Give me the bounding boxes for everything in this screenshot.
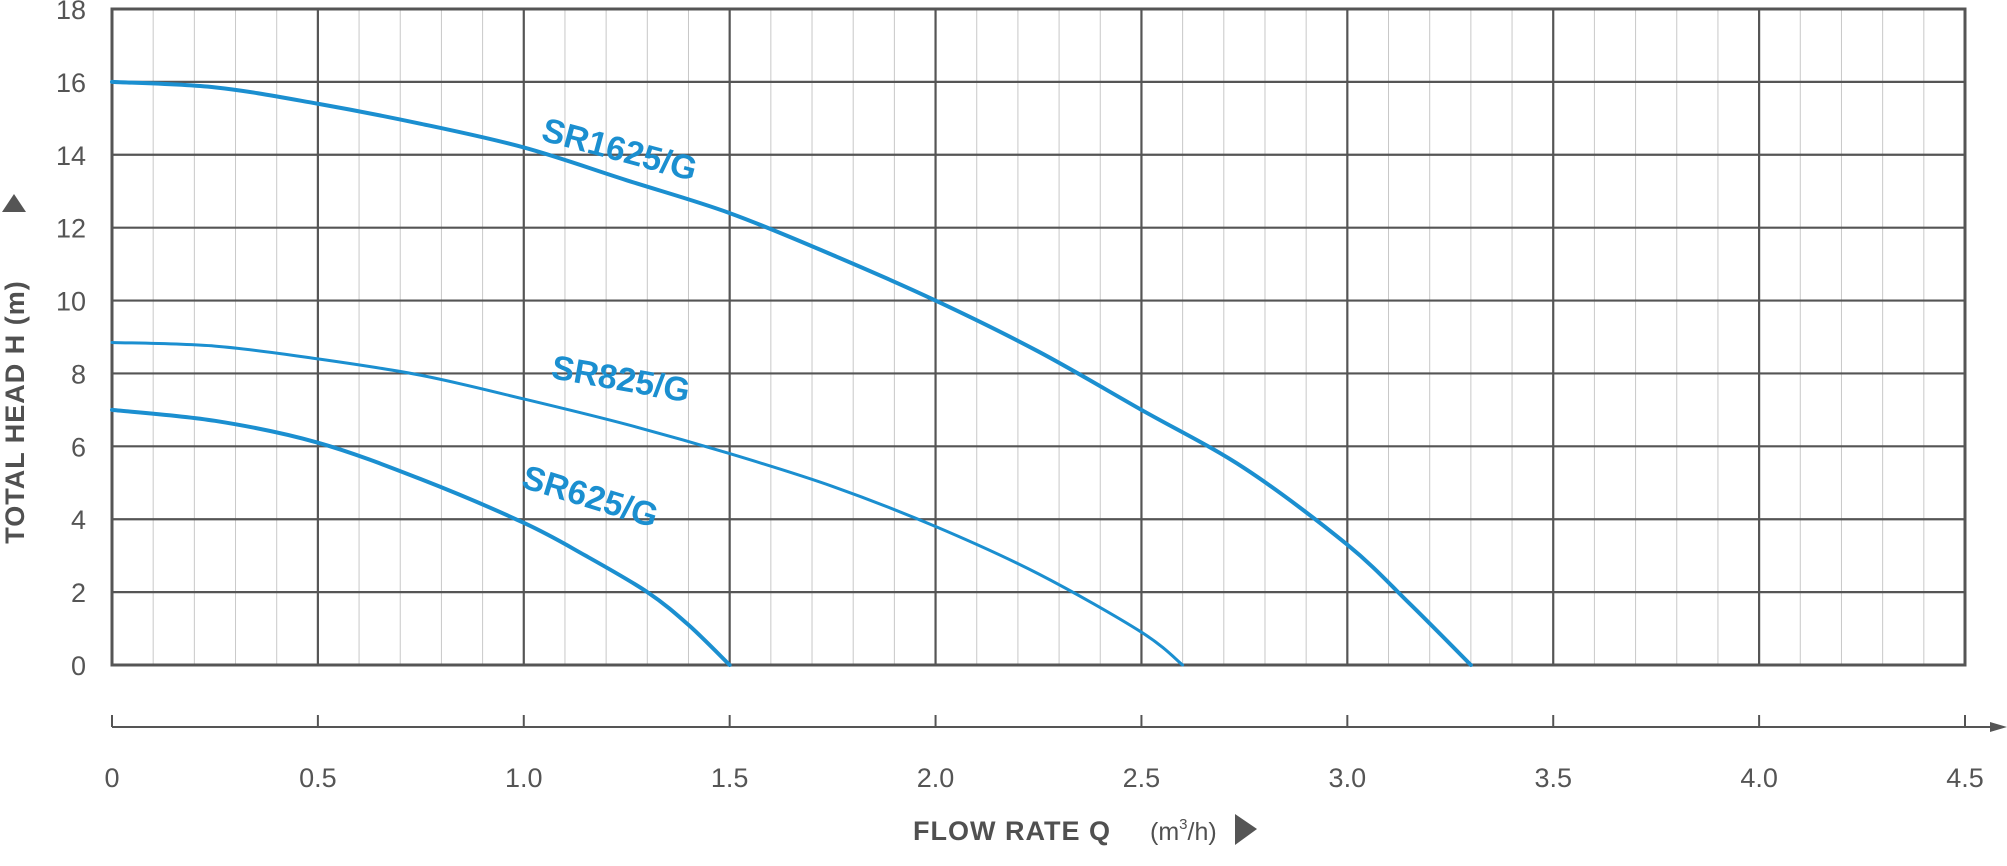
x-axis-title: FLOW RATE Q (913, 816, 1111, 846)
y-tick-label: 12 (56, 214, 86, 244)
y-tick-label: 4 (71, 505, 86, 535)
y-tick-label: 16 (56, 68, 86, 98)
y-tick-label: 8 (71, 359, 86, 389)
x-tick-label: 0 (104, 763, 119, 793)
x-axis-arrow-icon (1235, 814, 1257, 845)
y-tick-labels: 0 2 4 6 8 10 12 14 16 18 (56, 0, 86, 681)
x-tick-label: 3.5 (1534, 763, 1572, 793)
x-tick-label: 1.0 (505, 763, 543, 793)
major-grid (112, 9, 1965, 665)
x-tick-label: 1.5 (711, 763, 749, 793)
y-tick-label: 2 (71, 578, 86, 608)
x-tick-label: 4.0 (1740, 763, 1778, 793)
x-tick-label: 2.0 (917, 763, 955, 793)
minor-grid (152, 9, 1925, 665)
y-tick-label: 10 (56, 287, 86, 317)
plot-frame (110, 7, 1967, 667)
series-label: SR825/G (549, 348, 693, 410)
x-tick-label: 4.5 (1946, 763, 1984, 793)
x-axis-unit: (m3/h) (1150, 816, 1217, 846)
y-tick-label: 6 (71, 432, 86, 462)
x-tick-label: 0.5 (299, 763, 337, 793)
y-tick-label: 0 (71, 651, 86, 681)
y-axis-title: TOTAL HEAD H (m) (0, 280, 30, 544)
x-axis (111, 715, 2007, 732)
y-tick-label: 18 (56, 0, 86, 25)
series-line (110, 407, 732, 667)
y-axis-arrow-icon (2, 194, 26, 212)
x-axis-arrowhead-icon (1990, 722, 2007, 732)
x-tick-labels: 0 0.5 1.0 1.5 2.0 2.5 3.0 3.5 4.0 4.5 (104, 763, 1983, 793)
series-line (110, 79, 1473, 667)
x-tick-label: 2.5 (1123, 763, 1161, 793)
series-label: SR625/G (518, 458, 663, 535)
y-tick-label: 14 (56, 141, 86, 171)
series-curves (110, 79, 1473, 667)
series-line (110, 340, 1185, 667)
x-tick-label: 3.0 (1329, 763, 1367, 793)
